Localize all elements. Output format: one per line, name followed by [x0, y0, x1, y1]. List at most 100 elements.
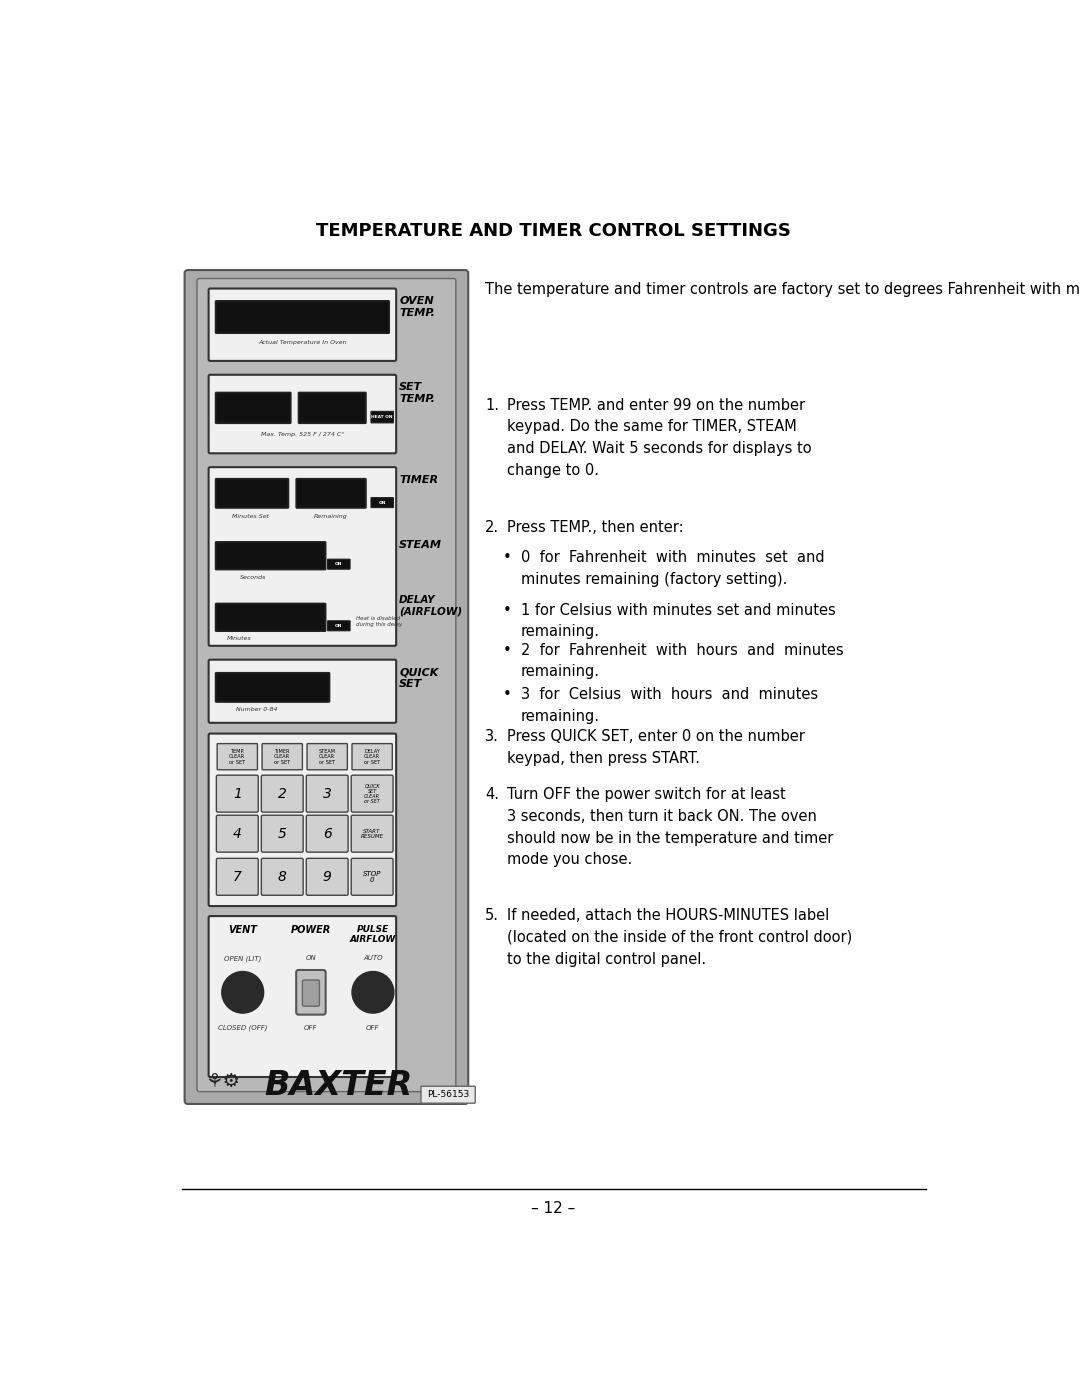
FancyBboxPatch shape	[307, 858, 348, 895]
FancyBboxPatch shape	[327, 559, 350, 569]
Text: Heat is disabled
during this delay: Heat is disabled during this delay	[356, 616, 402, 627]
Text: 2  for  Fahrenheit  with  hours  and  minutes
remaining.: 2 for Fahrenheit with hours and minutes …	[521, 643, 843, 679]
FancyBboxPatch shape	[208, 374, 396, 453]
Text: Max. Temp. 525 F / 274 C°: Max. Temp. 525 F / 274 C°	[260, 432, 345, 437]
FancyBboxPatch shape	[208, 659, 396, 722]
FancyBboxPatch shape	[185, 270, 469, 1104]
Text: OFF: OFF	[305, 1025, 318, 1031]
Text: ON: ON	[335, 562, 342, 566]
Text: Press TEMP., then enter:: Press TEMP., then enter:	[507, 520, 684, 535]
FancyBboxPatch shape	[216, 775, 258, 812]
FancyBboxPatch shape	[216, 300, 389, 334]
Text: OFF: OFF	[366, 1025, 380, 1031]
FancyBboxPatch shape	[372, 497, 393, 507]
Text: TEMPERATURE AND TIMER CONTROL SETTINGS: TEMPERATURE AND TIMER CONTROL SETTINGS	[316, 222, 791, 240]
Text: Press QUICK SET, enter 0 on the number
keypad, then press START.: Press QUICK SET, enter 0 on the number k…	[507, 729, 805, 766]
FancyBboxPatch shape	[262, 743, 302, 770]
Text: •: •	[502, 687, 511, 703]
Text: 2.: 2.	[485, 520, 499, 535]
FancyBboxPatch shape	[208, 289, 396, 360]
Text: TIMER
CLEAR
or SET: TIMER CLEAR or SET	[274, 749, 291, 764]
FancyBboxPatch shape	[372, 411, 393, 423]
Text: DELAY
(AIRFLOW): DELAY (AIRFLOW)	[400, 595, 462, 616]
Text: – 12 –: – 12 –	[531, 1201, 576, 1217]
Text: 2: 2	[278, 787, 286, 800]
Text: AUTO: AUTO	[363, 956, 382, 961]
FancyBboxPatch shape	[327, 620, 350, 631]
Text: •: •	[502, 643, 511, 658]
Text: STEAM
CLEAR
or SET: STEAM CLEAR or SET	[319, 749, 336, 764]
Text: STEAM: STEAM	[400, 539, 443, 549]
Text: Actual Temperature In Oven: Actual Temperature In Oven	[258, 339, 347, 345]
Text: OVEN
TEMP.: OVEN TEMP.	[400, 296, 435, 319]
Text: 6: 6	[323, 827, 332, 841]
Text: TIMER: TIMER	[400, 475, 438, 485]
FancyBboxPatch shape	[216, 816, 258, 852]
Text: START
RESUME: START RESUME	[361, 828, 383, 838]
FancyBboxPatch shape	[208, 467, 396, 645]
Text: Remaining: Remaining	[313, 514, 347, 518]
FancyBboxPatch shape	[208, 916, 396, 1077]
Text: 1 for Celsius with minutes set and minutes
remaining.: 1 for Celsius with minutes set and minut…	[521, 602, 836, 640]
Text: 3.: 3.	[485, 729, 499, 745]
Text: •: •	[502, 550, 511, 566]
Text: 0  for  Fahrenheit  with  minutes  set  and
minutes remaining (factory setting).: 0 for Fahrenheit with minutes set and mi…	[521, 550, 824, 587]
FancyBboxPatch shape	[351, 816, 393, 852]
Text: STOP
0: STOP 0	[363, 870, 381, 883]
Text: 7: 7	[233, 870, 242, 884]
Text: 5: 5	[278, 827, 286, 841]
FancyBboxPatch shape	[307, 775, 348, 812]
Text: CLOSED (OFF): CLOSED (OFF)	[218, 1024, 268, 1031]
FancyBboxPatch shape	[216, 542, 326, 570]
FancyBboxPatch shape	[307, 743, 348, 770]
FancyBboxPatch shape	[298, 393, 366, 423]
Text: PULSE
AIRFLOW: PULSE AIRFLOW	[350, 925, 396, 944]
Text: QUICK
SET: QUICK SET	[400, 668, 438, 689]
Text: DELAY
CLEAR
or SET: DELAY CLEAR or SET	[364, 749, 380, 764]
Text: BAXTER: BAXTER	[264, 1069, 413, 1102]
FancyBboxPatch shape	[216, 393, 291, 423]
FancyBboxPatch shape	[217, 743, 257, 770]
FancyBboxPatch shape	[261, 775, 303, 812]
FancyBboxPatch shape	[208, 733, 396, 907]
Text: Number 0-84: Number 0-84	[235, 707, 278, 712]
Text: ON: ON	[378, 500, 386, 504]
FancyBboxPatch shape	[216, 673, 329, 703]
FancyBboxPatch shape	[421, 1087, 475, 1104]
Text: PL-56153: PL-56153	[427, 1090, 469, 1099]
FancyBboxPatch shape	[261, 816, 303, 852]
Text: Minutes Set: Minutes Set	[232, 514, 269, 518]
FancyBboxPatch shape	[351, 858, 393, 895]
Text: Minutes: Minutes	[227, 636, 252, 641]
Text: 5.: 5.	[485, 908, 499, 923]
FancyBboxPatch shape	[351, 775, 393, 812]
Text: ON: ON	[306, 956, 316, 961]
Text: ON: ON	[335, 624, 342, 627]
Text: 3: 3	[323, 787, 332, 800]
Text: If needed, attach the HOURS-MINUTES label
(located on the inside of the front co: If needed, attach the HOURS-MINUTES labe…	[507, 908, 852, 967]
FancyBboxPatch shape	[352, 743, 392, 770]
FancyBboxPatch shape	[296, 970, 326, 1014]
Text: TEMP.
CLEAR
or SET: TEMP. CLEAR or SET	[229, 749, 245, 764]
Text: SET
TEMP.: SET TEMP.	[400, 383, 435, 404]
Text: The temperature and timer controls are factory set to degrees Fahrenheit with mi: The temperature and timer controls are f…	[485, 282, 1080, 298]
Text: 9: 9	[323, 870, 332, 884]
Circle shape	[352, 971, 394, 1013]
FancyBboxPatch shape	[261, 858, 303, 895]
Text: Seconds: Seconds	[240, 574, 266, 580]
Text: 3  for  Celsius  with  hours  and  minutes
remaining.: 3 for Celsius with hours and minutes rem…	[521, 687, 818, 724]
Text: VENT: VENT	[228, 925, 257, 936]
Text: HEAT ON: HEAT ON	[372, 415, 393, 419]
Text: 1.: 1.	[485, 398, 499, 414]
Circle shape	[221, 971, 264, 1013]
FancyBboxPatch shape	[216, 604, 326, 631]
FancyBboxPatch shape	[296, 479, 366, 509]
Text: •: •	[502, 602, 511, 617]
Text: ⚘⚙: ⚘⚙	[205, 1071, 240, 1091]
Text: 4.: 4.	[485, 788, 499, 802]
Text: QUICK
SET
CLEAR
or SET: QUICK SET CLEAR or SET	[364, 784, 380, 803]
Text: POWER: POWER	[291, 925, 332, 936]
Text: 1: 1	[233, 787, 242, 800]
Text: 8: 8	[278, 870, 286, 884]
Text: 4: 4	[233, 827, 242, 841]
